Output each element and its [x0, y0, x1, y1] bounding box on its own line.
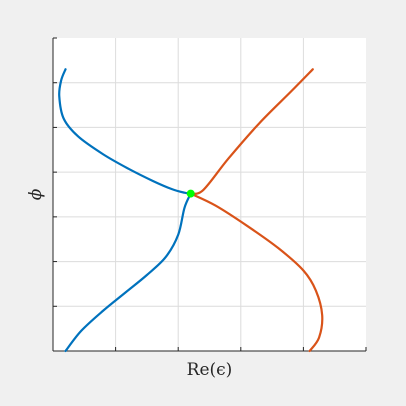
- series-line-1: [64, 192, 192, 353]
- x-axis-label: Re(ϵ): [187, 360, 233, 380]
- marker-layer: [186, 189, 195, 198]
- series-line-0: [58, 68, 192, 195]
- grid: [53, 38, 366, 351]
- axes-frame: [52, 37, 367, 352]
- axes-background: [53, 38, 366, 351]
- marker-point-0: [186, 189, 195, 198]
- series-line-3: [189, 192, 324, 353]
- y-axis-label: ϕ: [26, 188, 46, 200]
- series-line-2: [189, 68, 314, 195]
- plot-series: [58, 68, 324, 353]
